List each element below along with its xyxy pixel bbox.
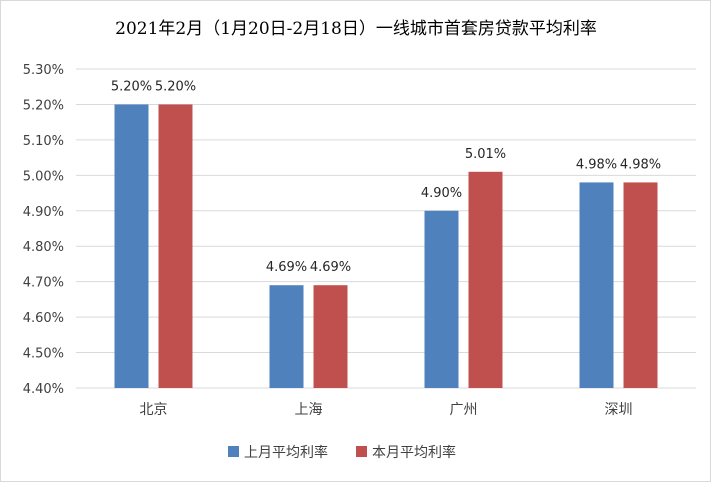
bar-last-month	[114, 104, 149, 388]
x-category-label: 上海	[295, 402, 323, 418]
legend-label: 上月平均利率	[244, 444, 328, 461]
bars	[114, 104, 658, 388]
y-tick-label: 5.30%	[23, 63, 64, 78]
y-tick-label: 4.80%	[23, 240, 64, 255]
y-axis-ticks: 4.40% 4.50% 4.60% 4.70% 4.80% 4.90% 5.00% 5.10%…	[23, 63, 64, 397]
data-label: 5.20%	[111, 79, 152, 94]
y-tick-label: 5.20%	[23, 98, 64, 113]
x-axis-categories: 北京 上海 广州 深圳	[140, 402, 633, 418]
y-tick-label: 4.50%	[23, 347, 64, 362]
legend-label: 本月平均利率	[372, 444, 456, 461]
x-category-label: 北京	[140, 402, 168, 418]
y-tick-label: 5.10%	[23, 134, 64, 149]
data-label: 4.90%	[421, 186, 462, 201]
bar-this-month	[623, 182, 658, 388]
x-category-label: 深圳	[605, 402, 633, 418]
data-label: 5.20%	[155, 79, 196, 94]
data-label: 4.98%	[620, 157, 661, 172]
bar-last-month	[424, 210, 459, 388]
legend-swatch	[356, 446, 367, 457]
y-tick-label: 4.70%	[23, 276, 64, 291]
data-label: 4.69%	[266, 260, 307, 275]
data-labels: 5.20% 5.20% 4.69% 4.69% 4.90% 5.01% 4.98% 4.98%	[111, 79, 661, 275]
chart-title: 2021年2月（1月20日-2月18日）一线城市首套房贷款平均利率	[115, 19, 597, 39]
y-tick-label: 5.00%	[23, 169, 64, 184]
y-tick-label: 4.60%	[23, 311, 64, 326]
legend: 上月平均利率 本月平均利率	[228, 444, 456, 461]
bar-this-month	[158, 104, 193, 388]
y-tick-label: 4.90%	[23, 205, 64, 220]
data-label: 4.98%	[576, 157, 617, 172]
bar-this-month	[313, 285, 348, 388]
data-label: 4.69%	[310, 260, 351, 275]
x-category-label: 广州	[450, 402, 478, 418]
data-label: 5.01%	[465, 147, 506, 162]
bar-last-month	[579, 182, 614, 388]
y-tick-label: 4.40%	[23, 382, 64, 397]
bar-last-month	[269, 285, 304, 388]
legend-swatch	[228, 446, 239, 457]
bar-this-month	[468, 171, 503, 388]
